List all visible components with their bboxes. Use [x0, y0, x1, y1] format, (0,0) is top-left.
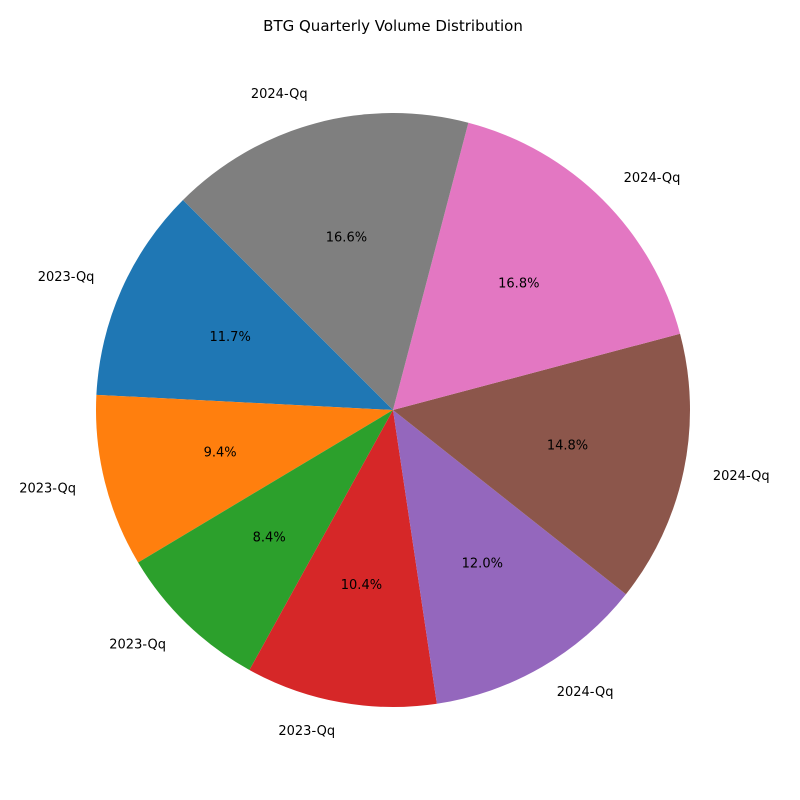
chart-title: BTG Quarterly Volume Distribution: [263, 17, 523, 35]
pie-slice-4: [249, 410, 437, 708]
pie-slice-6: [393, 333, 691, 595]
pie-slice-5: [393, 410, 626, 704]
percent-label-7: 16.8%: [498, 276, 539, 291]
pie-slice-2: [96, 394, 393, 563]
percent-label-2: 9.4%: [204, 446, 237, 461]
pie-slice-3: [138, 410, 393, 670]
percent-label-8: 16.6%: [326, 230, 367, 245]
category-label-1: 2023-Qq: [38, 270, 95, 285]
percent-label-1: 11.7%: [210, 330, 251, 345]
pie-slice-7: [393, 122, 681, 411]
category-label-4: 2023-Qq: [278, 724, 335, 739]
category-label-6: 2024-Qq: [713, 469, 770, 484]
category-label-2: 2023-Qq: [19, 481, 76, 496]
percent-label-3: 8.4%: [253, 531, 286, 546]
category-label-7: 2024-Qq: [624, 171, 681, 186]
pie-slice-1: [96, 199, 393, 410]
category-label-8: 2024-Qq: [251, 87, 308, 102]
category-label-3: 2023-Qq: [109, 637, 166, 652]
pie-slice-8: [182, 113, 469, 411]
category-labels: 2023-Qq 2023-Qq 2023-Qq 2023-Qq 2024-Qq 2024-…: [19, 87, 769, 739]
category-label-5: 2024-Qq: [557, 685, 614, 700]
percent-label-6: 14.8%: [547, 439, 588, 454]
percent-labels: 11.7% 9.4% 8.4% 10.4% 12.0% 14.8% 16.8% 16.6%: [204, 230, 589, 592]
percent-label-4: 10.4%: [341, 578, 382, 593]
percent-label-5: 12.0%: [462, 557, 503, 572]
pie-slices: [96, 113, 691, 708]
